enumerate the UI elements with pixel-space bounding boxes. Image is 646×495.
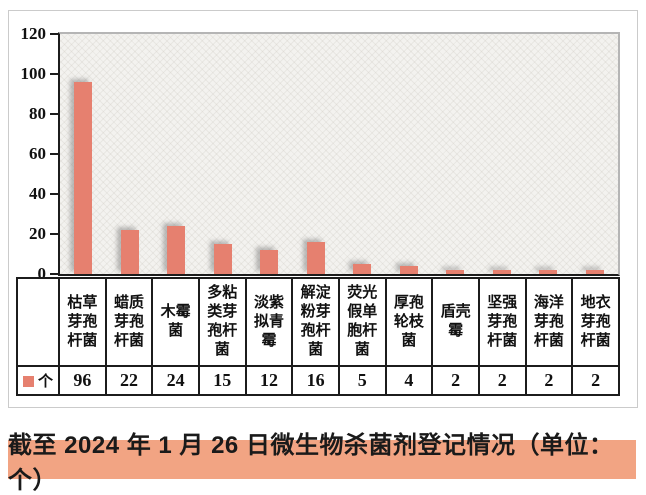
y-tick-mark xyxy=(50,273,58,275)
category-cell-8: 盾壳霉 xyxy=(431,277,480,367)
y-tick-mark xyxy=(50,33,58,35)
value-row: 个 96 22 24 15 12 16 5 4 2 2 2 2 xyxy=(16,365,620,396)
value-cell-2: 24 xyxy=(151,365,200,396)
y-tick-mark xyxy=(50,73,58,75)
chart-card: 0 20 40 60 80 100 120 枯草芽孢杆菌 蜡质芽孢杆菌 木霉菌 多粘类芽孢杆菌 淡紫… xyxy=(8,10,638,408)
value-cell-11: 2 xyxy=(571,365,620,396)
category-row: 枯草芽孢杆菌 蜡质芽孢杆菌 木霉菌 多粘类芽孢杆菌 淡紫拟青霉 解淀粉芽孢杆菌 荧光假单胞杆… xyxy=(16,277,620,367)
table-corner-cell xyxy=(16,277,60,367)
category-cell-2: 木霉菌 xyxy=(151,277,200,367)
category-cell-0: 枯草芽孢杆菌 xyxy=(58,277,107,367)
y-tick-label: 120 xyxy=(20,24,47,43)
y-tick-mark xyxy=(50,153,58,155)
value-cell-0: 96 xyxy=(58,365,107,396)
bar-5 xyxy=(306,242,325,274)
legend-cell: 个 xyxy=(16,365,60,396)
legend-label: 个 xyxy=(37,374,53,390)
y-tick-label: 100 xyxy=(20,64,47,83)
bar-11 xyxy=(585,270,604,274)
bar-9 xyxy=(492,270,511,274)
category-cell-1: 蜡质芽孢杆菌 xyxy=(104,277,154,367)
value-cell-1: 22 xyxy=(104,365,154,396)
bar-7 xyxy=(399,266,418,274)
category-cell-4: 淡紫拟青霉 xyxy=(244,277,294,367)
y-tick-mark xyxy=(50,233,58,235)
category-cell-3: 多粘类芽孢杆菌 xyxy=(197,277,247,367)
bar-6 xyxy=(353,264,372,274)
value-cell-8: 2 xyxy=(431,365,480,396)
category-cell-6: 荧光假单胞杆菌 xyxy=(337,277,387,367)
bar-0 xyxy=(74,82,93,274)
y-tick-label: 20 xyxy=(29,224,46,243)
y-tick-label: 80 xyxy=(29,104,46,123)
y-tick-mark xyxy=(50,193,58,195)
bar-4 xyxy=(260,250,279,274)
bar-10 xyxy=(539,270,558,274)
y-axis: 0 20 40 60 80 100 120 xyxy=(9,24,58,283)
category-cell-11: 地衣芽孢杆菌 xyxy=(571,277,620,367)
value-cell-7: 4 xyxy=(384,365,434,396)
value-cell-6: 5 xyxy=(337,365,387,396)
category-cell-10: 海洋芽孢杆菌 xyxy=(524,277,574,367)
y-tick-label: 0 xyxy=(37,264,47,283)
bar-8 xyxy=(446,270,465,274)
bar-1 xyxy=(120,230,139,274)
y-tick-mark xyxy=(50,113,58,115)
category-cell-9: 坚强芽孢杆菌 xyxy=(477,277,527,367)
plot-area xyxy=(58,32,620,276)
data-table: 枯草芽孢杆菌 蜡质芽孢杆菌 木霉菌 多粘类芽孢杆菌 淡紫拟青霉 解淀粉芽孢杆菌 荧光假单胞杆… xyxy=(16,277,620,396)
category-cell-7: 厚孢轮枝菌 xyxy=(384,277,434,367)
bar-2 xyxy=(167,226,186,274)
value-cell-5: 16 xyxy=(291,365,340,396)
value-cell-10: 2 xyxy=(524,365,574,396)
chart-caption: 截至 2024 年 1 月 26 日微生物杀菌剂登记情况（单位：个） xyxy=(8,432,636,494)
value-cell-4: 12 xyxy=(244,365,294,396)
y-tick-label: 40 xyxy=(29,184,46,203)
value-cell-3: 15 xyxy=(197,365,247,396)
y-tick-label: 60 xyxy=(29,144,46,163)
bars-container xyxy=(60,34,618,274)
bar-3 xyxy=(213,244,232,274)
legend-color-swatch-icon xyxy=(22,376,34,387)
value-cell-9: 2 xyxy=(477,365,527,396)
category-cell-5: 解淀粉芽孢杆菌 xyxy=(291,277,340,367)
